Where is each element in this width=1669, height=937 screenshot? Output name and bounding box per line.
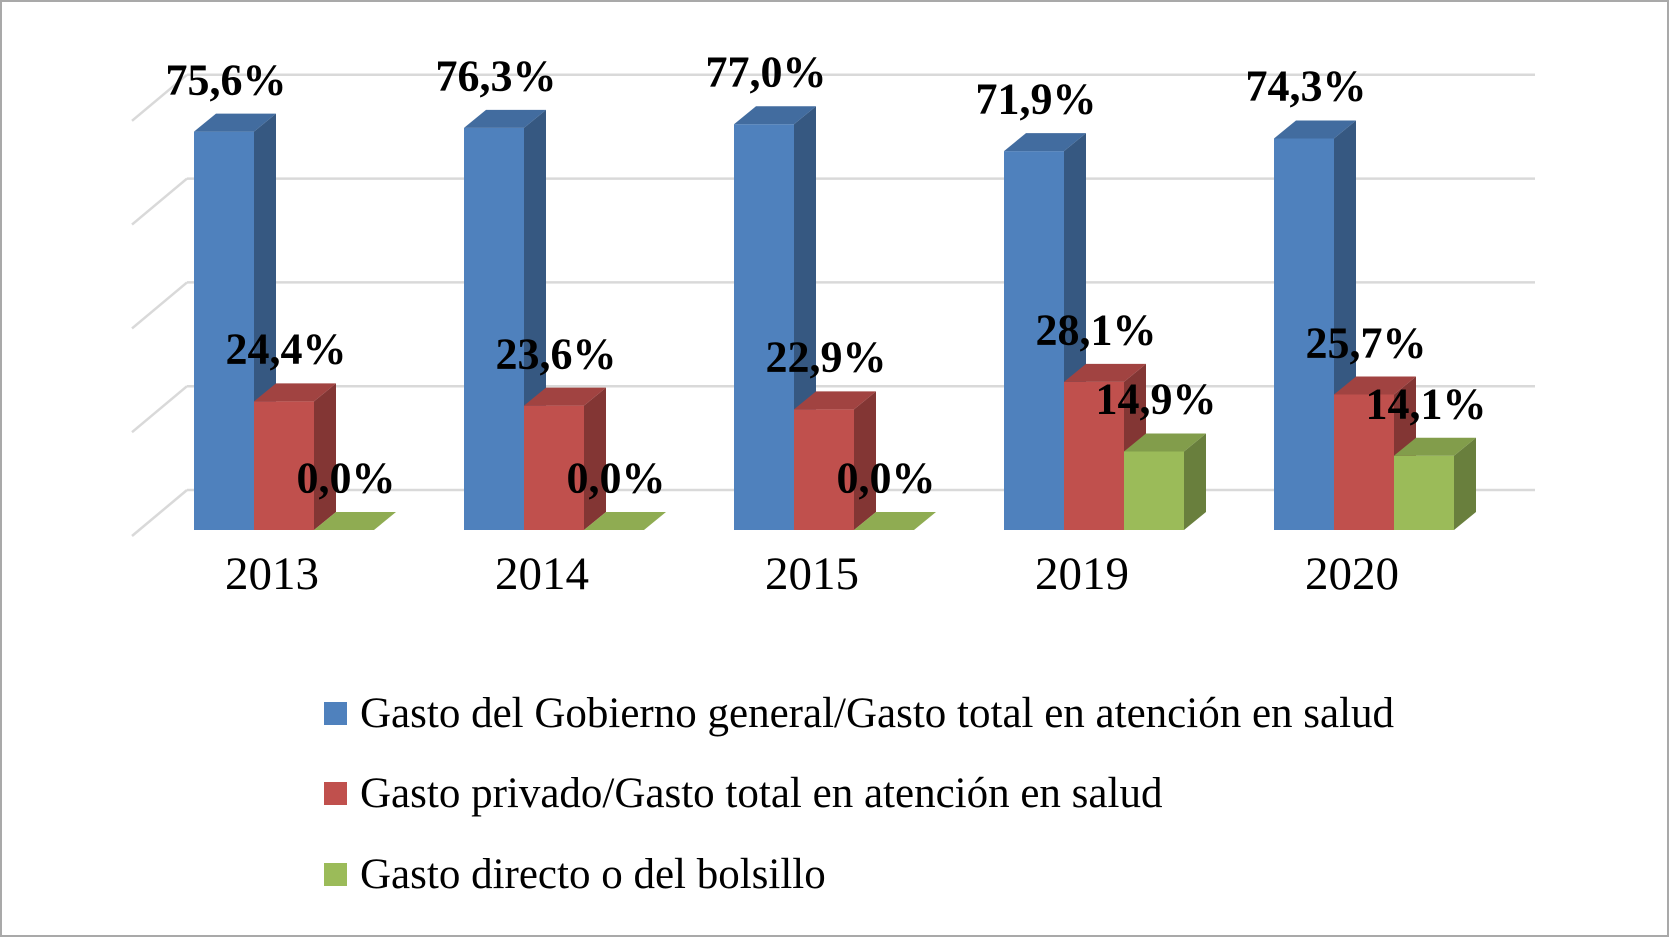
bar-2013-s0-top bbox=[194, 113, 276, 132]
bar-2019-s1-front bbox=[1064, 381, 1124, 530]
legend-label-privado: Gasto privado/Gasto total en atención en… bbox=[360, 770, 1163, 818]
chart-legend: Gasto del Gobierno general/Gasto total e… bbox=[324, 690, 1394, 898]
bar-2020-s1-top bbox=[1334, 376, 1416, 395]
bar-2015-s2-flat bbox=[854, 512, 936, 530]
bar-2013-s2-flat bbox=[314, 512, 396, 530]
gridline-depth-tick-20 bbox=[131, 385, 188, 434]
legend-label-bolsillo: Gasto directo o del bolsillo bbox=[360, 850, 826, 898]
gridline-depth-tick-40 bbox=[131, 281, 188, 330]
bar-2015-s1-side bbox=[854, 391, 876, 530]
bar-2015-s0-front bbox=[734, 124, 794, 531]
bar-2020-s2-top bbox=[1394, 437, 1476, 456]
bar-2019-s2-side bbox=[1184, 433, 1206, 530]
gridline-depth-tick-0 bbox=[131, 489, 188, 537]
bar-2013-s1-top bbox=[254, 383, 336, 402]
bar-2019-s2-front bbox=[1124, 451, 1184, 530]
bar-2020-s0-front bbox=[1274, 138, 1334, 530]
bar-2014-s1-top bbox=[524, 387, 606, 406]
bar-2020-s0-top bbox=[1274, 120, 1356, 139]
bar-2020-s2-side bbox=[1454, 437, 1476, 530]
legend-marker-green-icon bbox=[324, 862, 347, 886]
bar-2020-s1-front bbox=[1334, 394, 1394, 530]
legend-label-gobierno: Gasto del Gobierno general/Gasto total e… bbox=[360, 690, 1395, 737]
bar-2020-s2-front bbox=[1394, 455, 1454, 530]
bar-2019-s0-top bbox=[1004, 133, 1086, 152]
bar-2015-s1-top bbox=[794, 391, 876, 410]
bar-2019-s2-top bbox=[1124, 433, 1206, 452]
legend-item-privado: Gasto privado/Gasto total en atención en… bbox=[324, 770, 1394, 817]
legend-marker-blue-icon bbox=[324, 702, 347, 726]
bar-2014-s1-front bbox=[524, 405, 584, 530]
bar-2015-s0-top bbox=[734, 106, 816, 125]
gridline-depth-tick-80 bbox=[131, 73, 188, 122]
bar-2014-s1-side bbox=[584, 387, 606, 530]
bar-2013-s0-front bbox=[194, 131, 254, 530]
bar-2019-s1-top bbox=[1064, 363, 1146, 382]
bar-2013-s1-front bbox=[254, 401, 314, 530]
bar-2013-s1-side bbox=[314, 383, 336, 530]
bar-2014-s0-top bbox=[464, 109, 546, 128]
gridline-depth-tick-60 bbox=[131, 177, 188, 226]
legend-marker-red-icon bbox=[324, 782, 347, 806]
bar-2014-s2-flat bbox=[584, 512, 666, 530]
bar-2019-s0-front bbox=[1004, 151, 1064, 530]
legend-item-gobierno: Gasto del Gobierno general/Gasto total e… bbox=[324, 690, 1394, 737]
bar-2015-s1-front bbox=[794, 409, 854, 530]
bar-2014-s0-front bbox=[464, 127, 524, 531]
legend-item-bolsillo: Gasto directo o del bolsillo bbox=[324, 851, 1394, 898]
